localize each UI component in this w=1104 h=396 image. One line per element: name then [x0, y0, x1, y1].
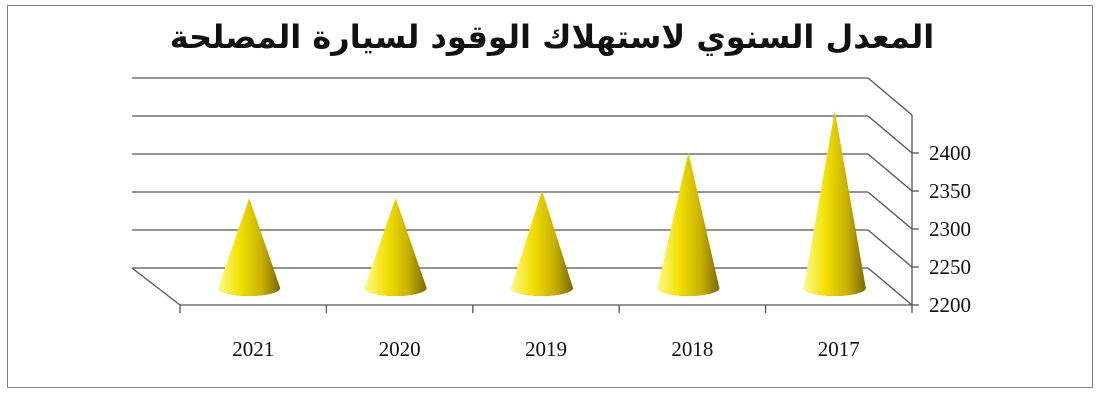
chart-title: المعدل السنوي لاستهلاك الوقود لسيارة الم…: [169, 18, 935, 56]
gridline-side-2450: [867, 77, 913, 116]
gridline-side-2200: [867, 267, 913, 306]
x-tick-label-2017: 2017: [818, 337, 860, 361]
cone-body-2020: [364, 198, 427, 296]
tick-labels: 2200 2250 2300 2350 2400 2021 2020 2019 2018 2017: [232, 141, 971, 361]
y-tick-label-2200: 2200: [929, 293, 971, 317]
y-tick-label-2350: 2350: [929, 179, 971, 203]
cone-2021: [218, 198, 281, 296]
gridline-side-2350: [867, 153, 913, 192]
cone-body-2018: [657, 152, 720, 296]
cone-2019: [511, 190, 573, 296]
grid-lines: [132, 77, 913, 306]
cones: [218, 110, 866, 296]
cone-body-2017: [803, 110, 866, 296]
x-tick-label-2018: 2018: [671, 337, 713, 361]
cone-body-2021: [218, 198, 281, 296]
y-tick-label-2250: 2250: [929, 255, 971, 279]
floor-left-edge: [131, 267, 181, 306]
cone-body-2019: [511, 190, 573, 296]
y-tick-label-2300: 2300: [929, 217, 971, 241]
axes: [131, 115, 919, 313]
y-tick-label-2400: 2400: [929, 141, 971, 165]
cone-2018: [657, 152, 720, 296]
x-tick-label-2019: 2019: [525, 337, 567, 361]
x-tick-label-2021: 2021: [232, 337, 274, 361]
cone-2017: [803, 110, 866, 296]
gridline-side-2250: [867, 229, 913, 268]
cone-2020: [364, 198, 427, 296]
gridline-side-2400: [867, 115, 913, 154]
x-tick-label-2020: 2020: [379, 337, 421, 361]
gridline-side-2300: [867, 191, 913, 230]
